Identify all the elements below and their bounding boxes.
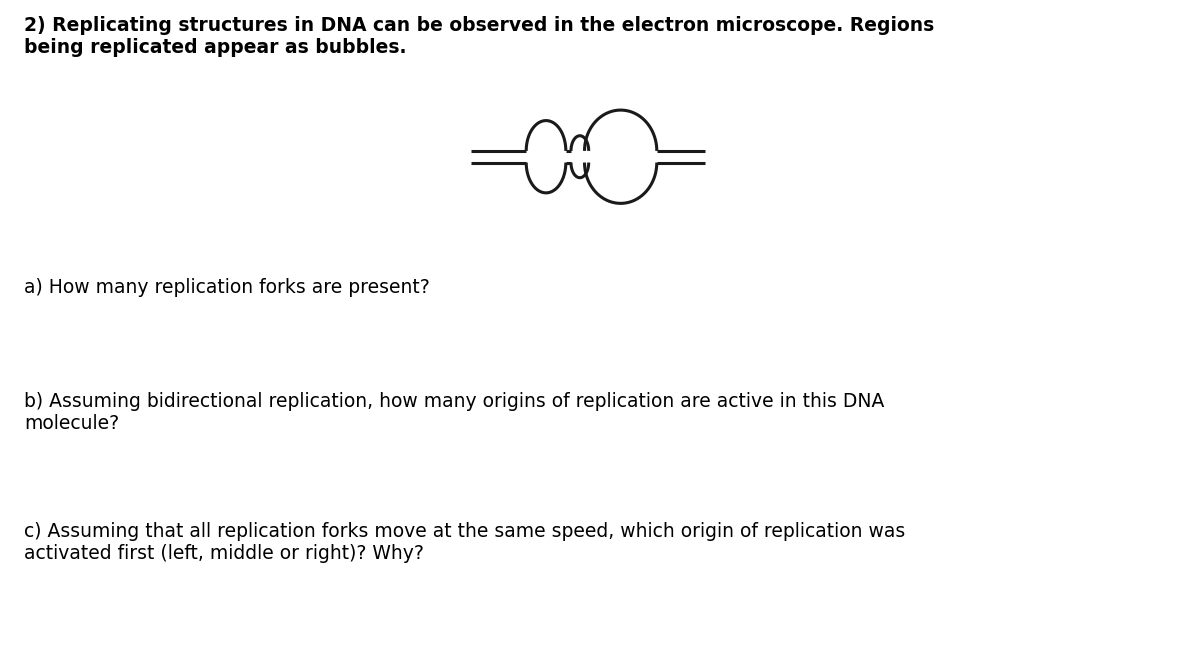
Text: a) How many replication forks are present?: a) How many replication forks are presen… bbox=[24, 278, 430, 296]
Text: b) Assuming bidirectional replication, how many origins of replication are activ: b) Assuming bidirectional replication, h… bbox=[24, 392, 884, 433]
Text: c) Assuming that all replication forks move at the same speed, which origin of r: c) Assuming that all replication forks m… bbox=[24, 522, 905, 564]
Text: 2) Replicating structures in DNA can be observed in the electron microscope. Reg: 2) Replicating structures in DNA can be … bbox=[24, 16, 935, 57]
